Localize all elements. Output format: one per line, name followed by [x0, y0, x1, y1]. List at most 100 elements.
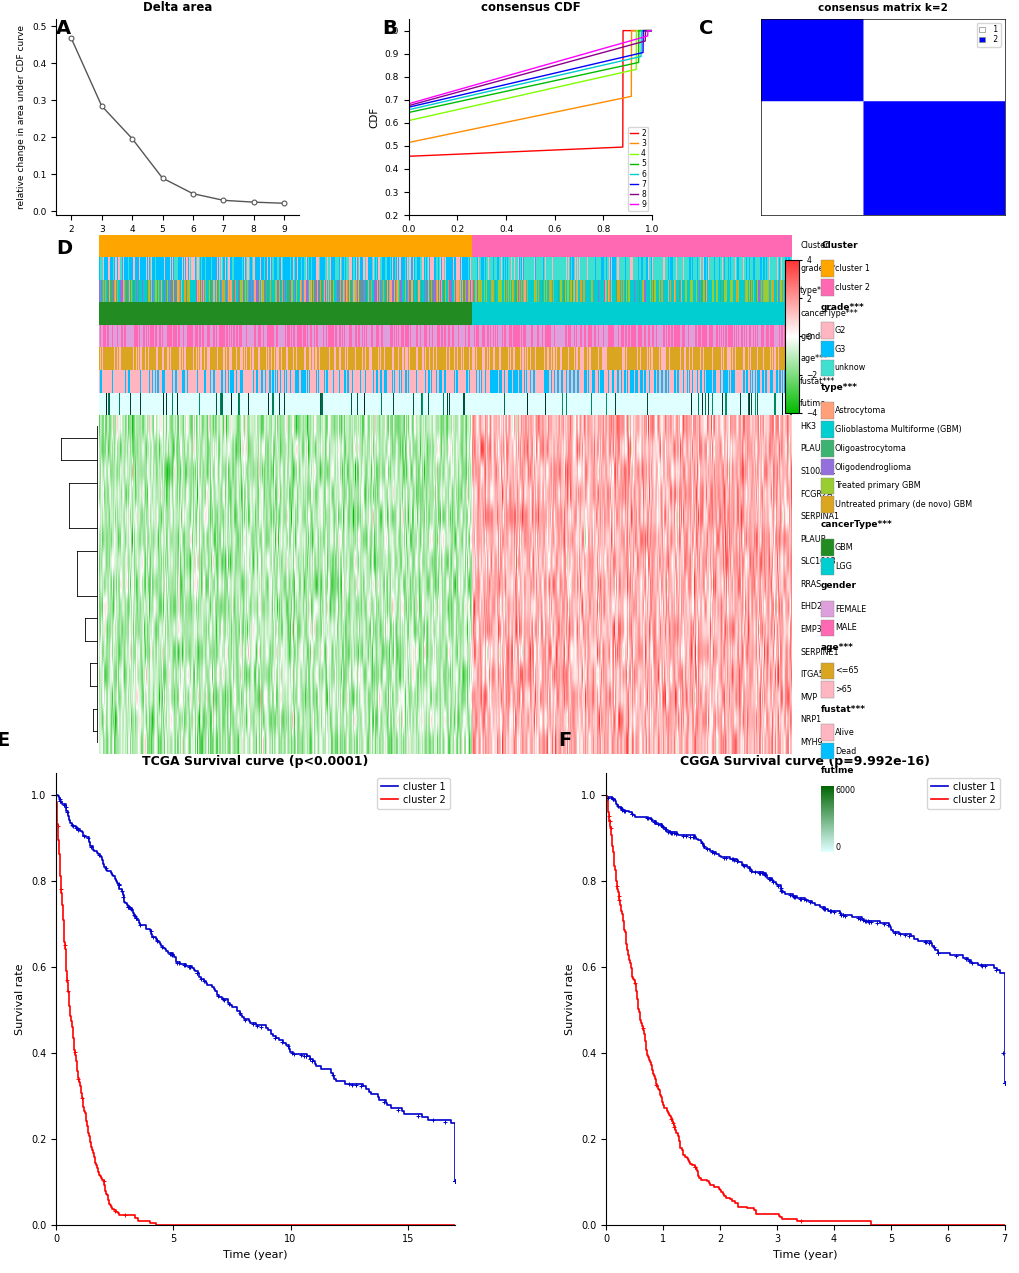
Bar — [673, 257, 674, 280]
Bar — [556, 370, 557, 392]
Bar — [120, 280, 121, 302]
Bar — [696, 370, 697, 392]
Bar — [738, 325, 739, 348]
Bar — [245, 348, 246, 370]
Bar — [593, 348, 594, 370]
Bar — [206, 257, 207, 280]
Bar — [525, 257, 526, 280]
Bar — [645, 348, 646, 370]
Bar — [669, 370, 671, 392]
Bar — [673, 325, 674, 348]
Bar — [429, 257, 430, 280]
Bar — [454, 257, 455, 280]
Bar — [438, 348, 439, 370]
Bar — [246, 280, 247, 302]
Bar — [211, 257, 212, 280]
Bar — [159, 370, 160, 392]
Bar — [443, 370, 444, 392]
Bar — [751, 280, 752, 302]
Bar — [151, 325, 152, 348]
Bar — [237, 325, 238, 348]
Bar — [481, 370, 482, 392]
Bar — [489, 280, 490, 302]
Bar — [549, 370, 550, 392]
Bar — [316, 325, 317, 348]
Bar — [678, 370, 679, 392]
Bar — [712, 348, 713, 370]
Bar — [389, 370, 390, 392]
Bar — [316, 257, 317, 280]
Bar — [432, 325, 433, 348]
Bar — [596, 325, 597, 348]
Bar — [473, 257, 474, 280]
Bar — [603, 325, 604, 348]
Bar — [682, 280, 683, 302]
Bar — [522, 257, 523, 280]
Text: unknow: unknow — [835, 363, 865, 373]
Bar — [574, 370, 575, 392]
Bar — [465, 370, 466, 392]
3 — [596, 94, 608, 109]
Bar — [156, 348, 157, 370]
Bar — [441, 348, 442, 370]
Bar — [197, 257, 198, 280]
Bar — [309, 348, 310, 370]
Bar — [679, 280, 680, 302]
Bar — [721, 392, 722, 415]
Bar — [106, 325, 107, 348]
Bar — [544, 325, 545, 348]
Bar — [498, 325, 499, 348]
Line: 6: 6 — [409, 31, 651, 109]
Bar — [133, 257, 135, 280]
Bar — [270, 370, 271, 392]
Bar — [705, 257, 706, 280]
Bar — [273, 280, 274, 302]
Bar — [717, 348, 718, 370]
Bar — [177, 280, 178, 302]
Bar — [587, 257, 588, 280]
Bar — [579, 280, 580, 302]
Bar — [485, 325, 486, 348]
Bar — [162, 325, 164, 348]
Bar — [603, 280, 604, 302]
Bar — [159, 280, 160, 302]
Bar — [415, 257, 416, 280]
Bar — [601, 257, 602, 280]
Bar — [199, 348, 200, 370]
Bar — [260, 257, 261, 280]
Bar — [770, 370, 771, 392]
Bar — [665, 370, 666, 392]
Bar — [483, 280, 484, 302]
Bar — [156, 325, 157, 348]
Bar — [683, 280, 685, 302]
Bar — [701, 392, 702, 415]
Bar — [408, 257, 409, 280]
Bar — [118, 348, 119, 370]
Bar — [157, 348, 158, 370]
Bar — [407, 280, 408, 302]
Bar — [338, 348, 339, 370]
Bar — [192, 348, 193, 370]
Bar — [764, 280, 765, 302]
Bar — [568, 325, 569, 348]
Bar — [333, 325, 334, 348]
Bar — [221, 370, 222, 392]
Bar — [250, 348, 251, 370]
Bar — [339, 370, 340, 392]
Bar — [184, 257, 185, 280]
Bar — [639, 280, 640, 302]
Bar — [325, 348, 326, 370]
Bar — [459, 370, 460, 392]
Bar — [654, 348, 655, 370]
Bar — [127, 325, 128, 348]
Bar — [686, 280, 687, 302]
Bar — [469, 348, 470, 370]
Bar — [594, 325, 595, 348]
Bar — [754, 257, 756, 280]
Bar — [228, 370, 229, 392]
Bar — [727, 325, 728, 348]
Bar — [234, 370, 235, 392]
Bar — [749, 348, 750, 370]
Bar — [571, 348, 572, 370]
Bar — [654, 280, 655, 302]
